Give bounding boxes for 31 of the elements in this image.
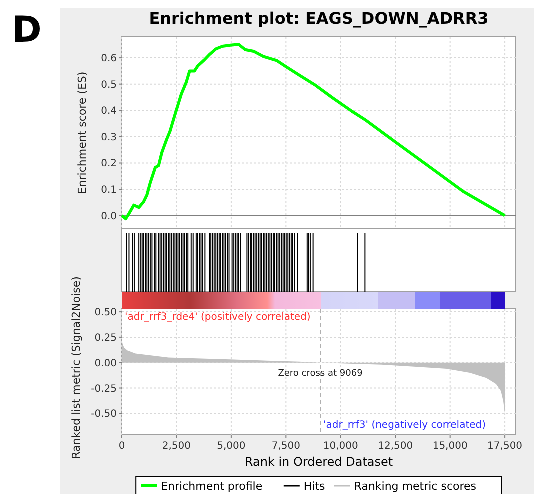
- y-tick-label: 0.50: [94, 308, 117, 319]
- y-tick-label: 0.00: [94, 358, 117, 370]
- x-tick-label: 15,000: [432, 441, 468, 452]
- y-tick-label: 0.25: [94, 332, 117, 344]
- y-tick-label: 0.6: [101, 54, 117, 65]
- y-tick-label: 0.5: [101, 80, 117, 91]
- x-tick-label: 12,500: [378, 441, 414, 452]
- x-tick-label: 2,500: [162, 441, 192, 452]
- legend-label: Hits: [304, 480, 326, 493]
- text: D: [12, 10, 42, 51]
- x-tick-label: 5,000: [217, 441, 246, 452]
- y-axis-title: Enrichment score (ES): [76, 72, 89, 194]
- x-tick-label: 0: [118, 441, 126, 452]
- x-axis-title: Rank in Ordered Dataset: [244, 455, 394, 469]
- y-tick-label: 0.0: [101, 211, 117, 222]
- annotation: 'adr_rrf3' (negatively correlated): [324, 420, 486, 431]
- y-tick-label: -0.50: [91, 409, 117, 420]
- x-tick-label: 7,500: [272, 441, 300, 452]
- y-tick-label: 0.2: [101, 158, 117, 170]
- y-tick-label: 0.4: [101, 106, 117, 118]
- ref-line-label: Zero cross at 9069: [278, 368, 364, 379]
- legend-label: Ranking metric scores: [354, 480, 477, 493]
- x-tick-label: 17,500: [488, 441, 523, 452]
- y-tick-label: 0.3: [101, 132, 117, 144]
- y-axis-title: Ranked list metric (Signal2Noise): [70, 276, 83, 460]
- legend-label: Enrichment profile: [161, 480, 263, 493]
- annotation: 'adr_rrf3_rde4' (positively correlated): [125, 312, 311, 323]
- y-tick-label: 0.1: [101, 185, 117, 196]
- chart-title: Enrichment plot: EAGS_DOWN_ADRR3: [149, 9, 489, 28]
- x-tick-label: 10,000: [323, 441, 358, 452]
- y-tick-label: -0.25: [91, 384, 117, 395]
